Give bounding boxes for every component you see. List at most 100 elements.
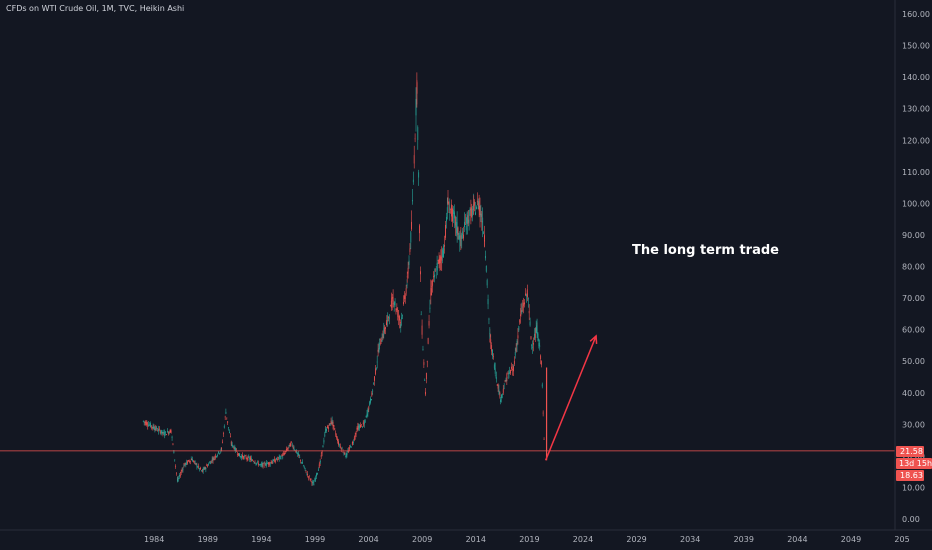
candle-body (372, 390, 374, 392)
candle-body (497, 384, 499, 389)
x-tick-label: 1994 (251, 535, 271, 544)
candle-body (290, 442, 292, 446)
candle-body (508, 373, 510, 378)
candle-body (314, 479, 316, 482)
candle-body (513, 366, 514, 372)
candle-body (297, 452, 299, 454)
annotation-text[interactable]: The long term trade (632, 243, 779, 258)
candle-body (382, 334, 384, 339)
y-tick-label: 70.00 (902, 294, 925, 303)
candle-body (411, 221, 412, 230)
countdown-badge: 13d 15h (899, 459, 932, 468)
candle-body (156, 427, 158, 430)
candle-body (378, 343, 380, 350)
candle-body (450, 208, 452, 210)
candle-body (264, 463, 266, 466)
candle-body (491, 345, 493, 352)
candle-body (287, 448, 289, 449)
candle-body (352, 441, 354, 443)
candle-body (395, 308, 397, 311)
candle-body (399, 316, 400, 321)
candle-body (385, 327, 386, 329)
candle-body (469, 209, 471, 211)
candle-body (233, 447, 235, 449)
candle-body (386, 320, 388, 322)
candle-body (292, 447, 294, 448)
candle-body (476, 206, 477, 210)
candle-body (482, 217, 484, 231)
candle-body (392, 297, 394, 299)
candle-body (377, 349, 379, 352)
candle-body (516, 340, 518, 346)
candle-body (330, 421, 332, 424)
arrow-head (589, 334, 598, 344)
candle-body (396, 308, 398, 311)
candle-body (215, 455, 217, 458)
y-tick-label: 130.00 (902, 105, 930, 114)
candle-body (352, 442, 353, 444)
candle-body (153, 428, 155, 430)
candle-body (189, 460, 191, 462)
candle-body (312, 481, 314, 483)
candle-body (435, 274, 437, 276)
candle-body (405, 288, 407, 294)
candle-body (299, 457, 301, 458)
candle-body (427, 338, 429, 344)
candle-body (193, 461, 195, 463)
candle-body (344, 451, 346, 455)
y-tick-label: 160.00 (902, 10, 930, 19)
candle-body (283, 453, 285, 455)
candle-body (178, 474, 180, 477)
candle-body (241, 456, 243, 459)
candle-body (200, 467, 201, 470)
candle-body (232, 445, 234, 447)
projection-arrow[interactable] (544, 334, 598, 461)
candle-body (201, 471, 203, 473)
candle-body (347, 451, 349, 452)
candle-body (169, 429, 171, 433)
candle-body (459, 235, 461, 242)
candle-body (164, 435, 166, 437)
candle-body (369, 401, 371, 406)
candle-body (520, 309, 522, 313)
candle-body (209, 462, 211, 465)
candle-body (362, 422, 364, 425)
candle-body (218, 453, 220, 455)
candle-body (471, 208, 473, 210)
candle-body (420, 271, 421, 275)
y-tick-label: 10.00 (902, 483, 925, 492)
candle-body (285, 449, 287, 451)
candle-body (528, 311, 530, 314)
candle-body (489, 332, 491, 334)
candle-body (305, 470, 307, 472)
candle-body (457, 227, 459, 235)
candle-body (386, 322, 387, 325)
candle-body (445, 224, 446, 238)
candle-body (415, 98, 417, 116)
candle-body (354, 435, 356, 437)
time-axis[interactable]: 1984 1989 1994 1999 2004 2009 2014 2019 2024 2029… (144, 535, 910, 544)
candle-body (317, 473, 318, 474)
candle-body (332, 422, 334, 427)
candle-body (417, 127, 419, 141)
candle-body (186, 461, 188, 464)
candle-body (361, 424, 362, 426)
candle-body (439, 256, 441, 264)
candle-body (428, 320, 430, 326)
candle-body (159, 430, 161, 434)
candle-body (454, 216, 456, 226)
candle-body (311, 481, 313, 484)
candle-body (251, 460, 253, 461)
candle-body (492, 349, 493, 356)
candle-body (463, 234, 464, 239)
candle-body (343, 452, 345, 455)
candle-body (246, 458, 248, 460)
candle-body (374, 376, 375, 381)
candle-body (381, 340, 383, 342)
candle-body (229, 431, 230, 434)
candle-body (488, 318, 490, 320)
x-tick-label: 2009 (412, 535, 432, 544)
candle-body (213, 458, 215, 460)
candle-body (209, 462, 210, 464)
